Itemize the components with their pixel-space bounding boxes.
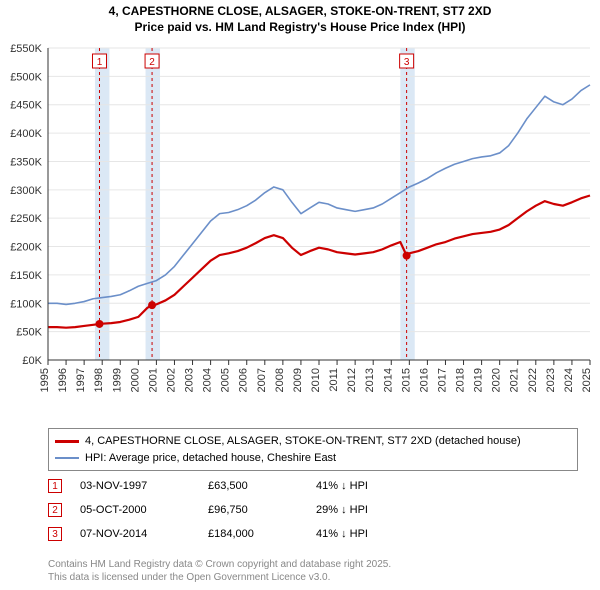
sale-row: 2 05-OCT-2000 £96,750 29% ↓ HPI — [48, 498, 578, 522]
chart-svg: £0K £50K £100K £150K £200K £250K £300K £350K £40… — [0, 40, 600, 420]
svg-text:1: 1 — [97, 57, 103, 68]
svg-text:£150K: £150K — [10, 270, 42, 282]
svg-text:2005: 2005 — [220, 368, 232, 392]
svg-text:2012: 2012 — [346, 368, 358, 392]
svg-text:2001: 2001 — [147, 368, 159, 392]
sales-table: 1 03-NOV-1997 £63,500 41% ↓ HPI 2 05-OCT… — [48, 474, 578, 546]
sale-row: 1 03-NOV-1997 £63,500 41% ↓ HPI — [48, 474, 578, 498]
chart-area: £0K £50K £100K £150K £200K £250K £300K £350K £40… — [0, 40, 600, 420]
sale-price: £63,500 — [208, 480, 298, 492]
svg-text:2015: 2015 — [400, 368, 412, 392]
svg-text:1997: 1997 — [75, 368, 87, 392]
svg-text:£200K: £200K — [10, 242, 42, 254]
svg-text:2000: 2000 — [129, 368, 141, 392]
svg-text:2007: 2007 — [256, 368, 268, 392]
svg-text:£550K: £550K — [10, 43, 42, 55]
svg-text:2002: 2002 — [165, 368, 177, 392]
svg-text:2024: 2024 — [563, 368, 575, 392]
svg-text:2019: 2019 — [473, 368, 485, 392]
svg-text:2016: 2016 — [418, 368, 430, 392]
sale-date: 05-OCT-2000 — [80, 504, 190, 516]
sale-date: 03-NOV-1997 — [80, 480, 190, 492]
svg-text:1998: 1998 — [93, 368, 105, 392]
footer-attribution: Contains HM Land Registry data © Crown c… — [48, 558, 578, 584]
svg-text:£50K: £50K — [16, 327, 42, 339]
svg-text:2013: 2013 — [364, 368, 376, 392]
svg-text:1996: 1996 — [57, 368, 69, 392]
chart-title-block: 4, CAPESTHORNE CLOSE, ALSAGER, STOKE-ON-… — [0, 0, 600, 35]
sale-row: 3 07-NOV-2014 £184,000 41% ↓ HPI — [48, 522, 578, 546]
legend-row: HPI: Average price, detached house, Ches… — [55, 450, 571, 467]
svg-text:2010: 2010 — [310, 368, 322, 392]
svg-text:2011: 2011 — [328, 368, 340, 392]
sale-marker-box: 3 — [48, 527, 62, 541]
svg-text:£300K: £300K — [10, 185, 42, 197]
svg-text:£450K: £450K — [10, 100, 42, 112]
svg-text:2006: 2006 — [238, 368, 250, 392]
svg-text:2022: 2022 — [527, 368, 539, 392]
legend-label: HPI: Average price, detached house, Ches… — [85, 450, 336, 467]
legend-label: 4, CAPESTHORNE CLOSE, ALSAGER, STOKE-ON-… — [85, 433, 521, 450]
svg-text:2017: 2017 — [436, 368, 448, 392]
svg-text:2: 2 — [149, 57, 155, 68]
svg-text:2008: 2008 — [274, 368, 286, 392]
svg-text:2021: 2021 — [509, 368, 521, 392]
svg-text:£100K: £100K — [10, 298, 42, 310]
svg-text:£0K: £0K — [22, 355, 42, 367]
chart-title-line2: Price paid vs. HM Land Registry's House … — [0, 20, 600, 36]
sale-hpi: 29% ↓ HPI — [316, 504, 416, 516]
svg-text:1995: 1995 — [39, 368, 51, 392]
svg-text:3: 3 — [404, 57, 410, 68]
svg-text:2003: 2003 — [184, 368, 196, 392]
svg-text:£500K: £500K — [10, 71, 42, 83]
svg-text:1999: 1999 — [111, 368, 123, 392]
footer-line1: Contains HM Land Registry data © Crown c… — [48, 558, 578, 571]
legend-swatch — [55, 457, 79, 459]
sale-date: 07-NOV-2014 — [80, 528, 190, 540]
sale-hpi: 41% ↓ HPI — [316, 528, 416, 540]
svg-text:£400K: £400K — [10, 128, 42, 140]
sale-price: £184,000 — [208, 528, 298, 540]
svg-text:2018: 2018 — [455, 368, 467, 392]
svg-text:2004: 2004 — [202, 368, 214, 392]
legend-swatch — [55, 440, 79, 443]
sale-marker-box: 1 — [48, 479, 62, 493]
legend-box: 4, CAPESTHORNE CLOSE, ALSAGER, STOKE-ON-… — [48, 428, 578, 471]
footer-line2: This data is licensed under the Open Gov… — [48, 571, 578, 584]
svg-text:2025: 2025 — [581, 368, 593, 392]
sale-hpi: 41% ↓ HPI — [316, 480, 416, 492]
chart-title-line1: 4, CAPESTHORNE CLOSE, ALSAGER, STOKE-ON-… — [0, 4, 600, 20]
svg-text:2020: 2020 — [491, 368, 503, 392]
svg-text:£350K: £350K — [10, 156, 42, 168]
svg-text:2023: 2023 — [545, 368, 557, 392]
svg-text:2009: 2009 — [292, 368, 304, 392]
legend-row: 4, CAPESTHORNE CLOSE, ALSAGER, STOKE-ON-… — [55, 433, 571, 450]
sale-marker-box: 2 — [48, 503, 62, 517]
svg-text:£250K: £250K — [10, 213, 42, 225]
svg-text:2014: 2014 — [382, 368, 394, 392]
sale-price: £96,750 — [208, 504, 298, 516]
